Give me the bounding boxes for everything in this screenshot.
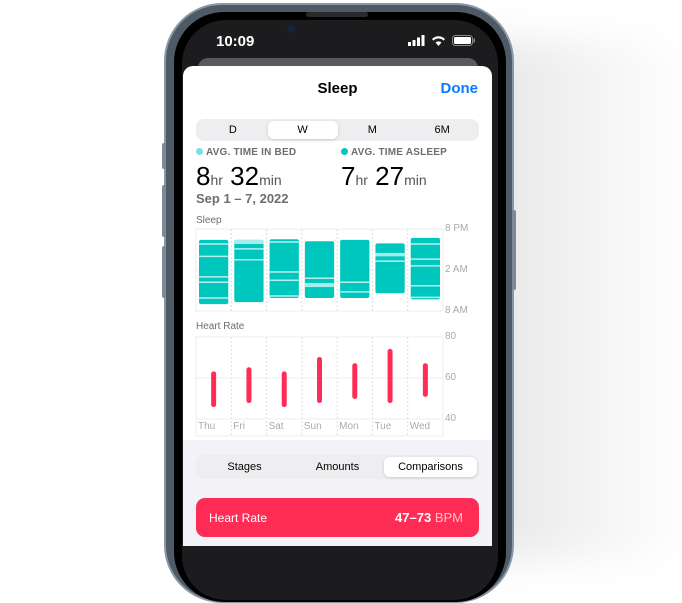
sleep-bar-wed: [410, 237, 440, 300]
y-tick: 80: [445, 331, 457, 342]
x-tick-wed: Wed: [409, 421, 431, 432]
x-tick-sun: Sun: [303, 421, 322, 432]
status-time: 10:09: [216, 33, 255, 50]
asleep-label: AVG. TIME ASLEEP: [351, 147, 447, 158]
status-icons: [408, 35, 476, 46]
camera-icon: [287, 25, 295, 33]
y-tick: 8 PM: [445, 223, 469, 234]
in-bed-label: AVG. TIME IN BED: [206, 147, 297, 158]
wifi-icon: [432, 36, 445, 46]
mute-switch: [162, 143, 166, 169]
in-bed-minutes: 32: [230, 161, 260, 191]
heart-rate-card[interactable]: Heart Rate 47–73 BPM: [196, 498, 479, 537]
awake-segment: [375, 252, 405, 257]
speaker: [306, 12, 368, 17]
tab-amounts[interactable]: Amounts: [315, 461, 360, 473]
tab-week[interactable]: W: [267, 121, 338, 139]
y-tick: 2 AM: [445, 264, 468, 275]
y-tick: 60: [445, 372, 457, 383]
tab-comparisons[interactable]: Comparisons: [384, 457, 477, 477]
x-tick-thu: Thu: [198, 421, 216, 432]
awake-segment: [234, 239, 264, 245]
heart-rate-card-value: 47–73: [395, 510, 432, 525]
min-unit: min: [259, 172, 282, 188]
sleep-chart-title: Sleep: [196, 215, 222, 226]
heart-rate-card-label: Heart Rate: [209, 511, 268, 525]
heart-rate-chart-title: Heart Rate: [196, 321, 245, 332]
asleep-dot-icon: [341, 148, 348, 155]
sleep-chart: [195, 228, 444, 312]
date-range: Sep 1 – 7, 2022: [196, 191, 289, 206]
in-bed-label-group: AVG. TIME IN BED: [196, 147, 296, 158]
sleep-bar-mon: [340, 239, 370, 299]
tab-month[interactable]: M: [367, 124, 377, 136]
tab-day[interactable]: D: [228, 124, 237, 136]
sheet-title: Sleep: [317, 80, 358, 97]
heart-rate-chart: [195, 336, 444, 437]
in-bed-hours: 8: [196, 161, 211, 191]
done-button[interactable]: Done: [440, 80, 479, 97]
asleep-value: 7hr 27min: [341, 161, 427, 192]
sleep-bar-sun: [304, 241, 335, 299]
x-tick-fri: Fri: [233, 421, 245, 432]
y-tick: 40: [445, 413, 457, 424]
side-button: [512, 210, 516, 290]
in-bed-dot-icon: [196, 148, 203, 155]
asleep-label-group: AVG. TIME ASLEEP: [341, 147, 447, 158]
sleep-bar-fri: [234, 239, 264, 303]
heart-rate-card-unit: BPM: [434, 510, 463, 525]
x-tick-mon: Mon: [339, 421, 359, 432]
min-unit: min: [404, 172, 427, 188]
sleep-sheet: Sleep Done D W M 6M AVG. TIME IN BED AVG…: [183, 66, 492, 546]
y-tick: 8 AM: [445, 305, 468, 316]
x-tick-sat: Sat: [268, 421, 284, 432]
volume-down-button: [162, 246, 166, 298]
tab-stages[interactable]: Stages: [227, 461, 262, 473]
tab-6-months[interactable]: 6M: [434, 124, 450, 136]
in-bed-value: 8hr 32min: [196, 161, 282, 192]
sleep-bar-tue: [375, 243, 405, 294]
hr-unit: hr: [355, 172, 368, 188]
range-segmented-control: D W M 6M: [196, 119, 479, 141]
asleep-hours: 7: [341, 161, 356, 191]
cellular-signal-icon: [408, 35, 425, 46]
x-tick-tue: Tue: [374, 421, 392, 432]
asleep-minutes: 27: [375, 161, 405, 191]
battery-icon: [452, 35, 475, 46]
awake-segment: [304, 282, 335, 288]
view-segmented-control: Stages Amounts Comparisons: [196, 455, 479, 479]
volume-up-button: [162, 185, 166, 237]
hr-unit: hr: [210, 172, 223, 188]
sleep-bar-sat: [269, 239, 299, 299]
sleep-bar-thu: [199, 239, 229, 305]
